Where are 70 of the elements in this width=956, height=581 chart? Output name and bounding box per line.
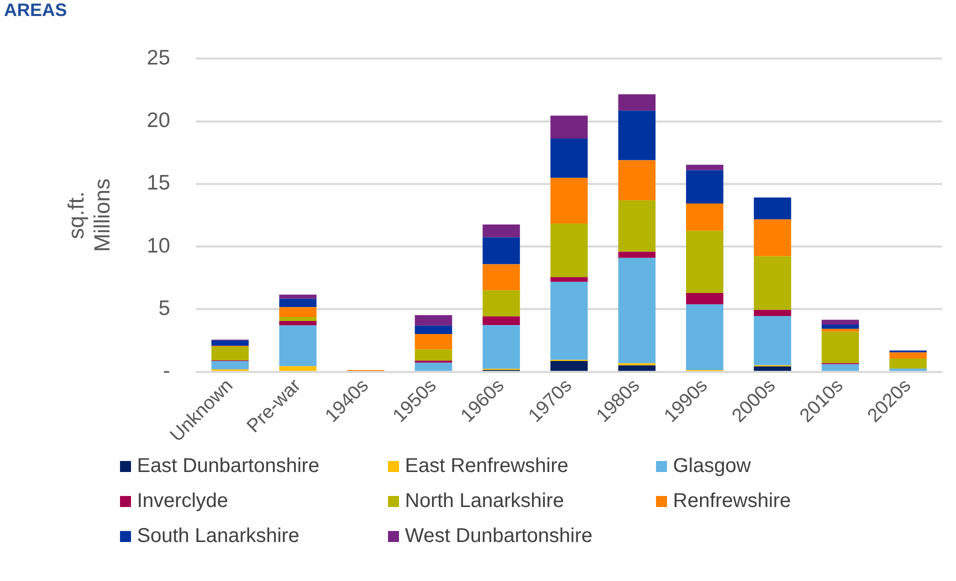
bar bbox=[414, 334, 452, 350]
bar bbox=[754, 256, 792, 310]
bar bbox=[211, 340, 249, 346]
bar bbox=[822, 324, 859, 329]
bar bbox=[754, 310, 792, 316]
bar bbox=[822, 332, 859, 364]
bar bbox=[754, 197, 792, 220]
bar bbox=[686, 170, 724, 204]
legend-label: Renfrewshire bbox=[673, 490, 791, 513]
bar bbox=[279, 307, 317, 317]
bar bbox=[618, 252, 656, 258]
bar bbox=[550, 282, 588, 360]
bar bbox=[279, 294, 317, 299]
bar bbox=[754, 316, 792, 366]
bar bbox=[889, 352, 927, 358]
y-tick-label: 5 bbox=[158, 297, 170, 320]
bar bbox=[550, 116, 588, 139]
bar bbox=[618, 110, 656, 160]
bar bbox=[482, 290, 520, 316]
bar bbox=[211, 346, 249, 360]
bar bbox=[279, 298, 317, 308]
bar bbox=[482, 224, 520, 238]
y-tick-label: 20 bbox=[146, 109, 170, 132]
bar bbox=[279, 320, 317, 326]
bar bbox=[889, 358, 927, 369]
legend-label: South Lanarkshire bbox=[137, 525, 300, 548]
bar bbox=[550, 360, 588, 371]
bar bbox=[414, 362, 452, 371]
bar bbox=[686, 230, 724, 294]
bar bbox=[754, 366, 792, 371]
bar bbox=[279, 325, 317, 366]
bar bbox=[550, 138, 588, 178]
legend-label: West Dunbartonshire bbox=[405, 525, 592, 548]
legend-label: Inverclyde bbox=[137, 490, 228, 513]
y-tick-label: 25 bbox=[146, 46, 170, 70]
bar bbox=[414, 315, 452, 326]
bar bbox=[414, 349, 452, 361]
y-tick-label: - bbox=[163, 360, 170, 383]
bar bbox=[279, 366, 317, 371]
bar bbox=[618, 94, 656, 111]
bar bbox=[618, 200, 656, 252]
bar bbox=[550, 224, 588, 278]
bar bbox=[279, 316, 317, 321]
bar bbox=[686, 304, 724, 370]
y-tick-label: 15 bbox=[146, 172, 170, 195]
text: AREAS bbox=[4, 0, 68, 20]
bar bbox=[822, 328, 859, 332]
legend-label: East Renfrewshire bbox=[405, 455, 568, 478]
legend-label: Glasgow bbox=[673, 455, 751, 478]
bar bbox=[550, 277, 588, 282]
bar bbox=[686, 203, 724, 231]
y-tick-label: 10 bbox=[146, 234, 170, 258]
bar bbox=[686, 164, 724, 170]
bar bbox=[550, 178, 588, 224]
bar bbox=[686, 293, 724, 304]
bar bbox=[482, 316, 520, 326]
bar bbox=[618, 365, 656, 371]
bar bbox=[482, 264, 520, 290]
bar bbox=[822, 320, 859, 324]
bar bbox=[414, 326, 452, 334]
legend-label: East Dunbartonshire bbox=[137, 455, 320, 478]
bar bbox=[482, 325, 520, 369]
y-axis-title: sq.ft. Millions bbox=[63, 178, 115, 252]
bar bbox=[822, 364, 859, 371]
bar bbox=[482, 237, 520, 264]
bar bbox=[618, 258, 656, 364]
bar bbox=[754, 219, 792, 256]
bar bbox=[211, 360, 249, 370]
legend-label: North Lanarkshire bbox=[405, 490, 564, 513]
bar bbox=[618, 160, 656, 200]
